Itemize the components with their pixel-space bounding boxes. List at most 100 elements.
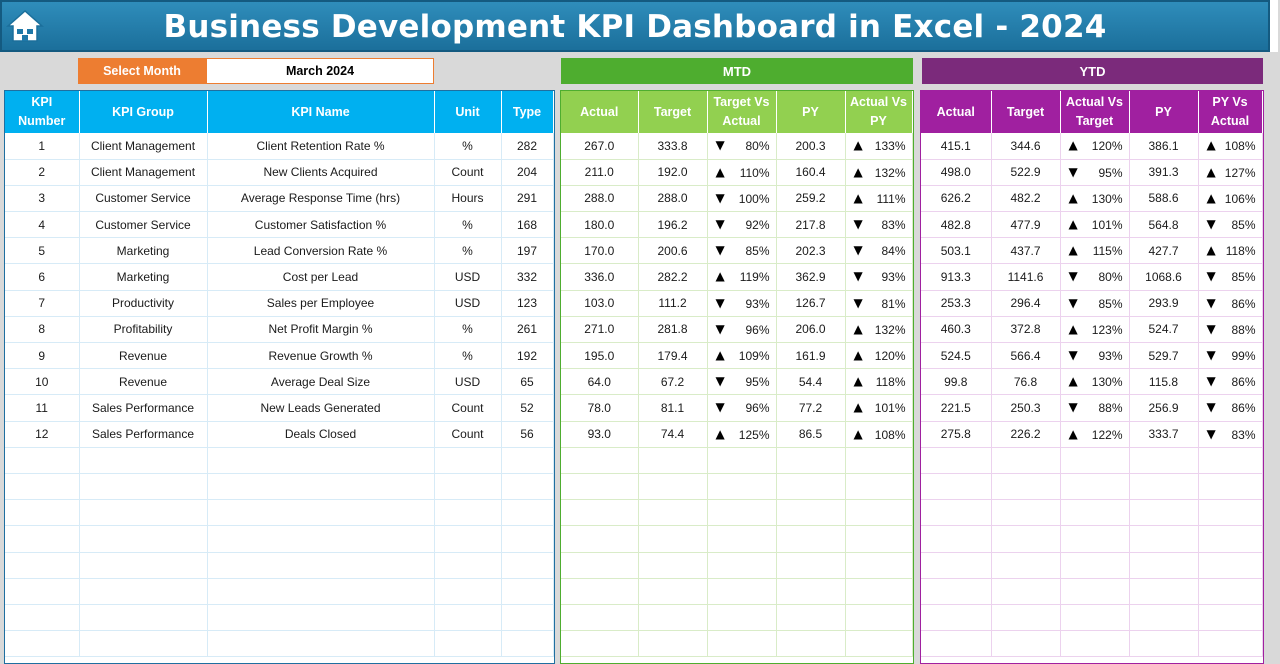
mtd-target-cell[interactable]: 282.2 (638, 263, 708, 291)
kpi-group-cell[interactable]: Customer Service (79, 211, 208, 239)
ytd-target-cell[interactable]: 566.4 (991, 342, 1061, 370)
mtd-header-actual-vs-py[interactable]: Actual Vs PY (845, 91, 913, 133)
kpi-number-cell[interactable]: 4 (5, 211, 80, 239)
empty-cell[interactable] (434, 552, 502, 579)
kpi-group-cell[interactable]: Revenue (79, 368, 208, 396)
kpi-number-cell[interactable]: 3 (5, 185, 80, 213)
ytd-header-py[interactable]: PY (1129, 91, 1199, 133)
empty-cell[interactable] (5, 630, 80, 658)
empty-cell[interactable] (776, 473, 846, 501)
mtd-actual-cell[interactable]: 211.0 (561, 159, 639, 186)
empty-cell[interactable] (776, 578, 846, 605)
empty-cell[interactable] (207, 499, 435, 527)
empty-cell[interactable] (207, 604, 435, 632)
mtd-actual-cell[interactable]: 170.0 (561, 237, 639, 265)
ytd-actual-vs-target-cell[interactable]: ▼ 80% (1060, 263, 1130, 291)
empty-cell[interactable] (79, 578, 208, 605)
mtd-actual-vs-py-cell[interactable]: ▲ 111% (845, 185, 913, 213)
empty-cell[interactable] (638, 630, 708, 658)
ytd-target-cell[interactable]: 226.2 (991, 421, 1061, 448)
ytd-actual-cell[interactable]: 221.5 (921, 394, 992, 422)
ytd-py-vs-actual-cell[interactable]: ▲ 118% (1198, 237, 1263, 265)
empty-cell[interactable] (921, 499, 992, 527)
mtd-actual-cell[interactable]: 288.0 (561, 185, 639, 213)
ytd-py-vs-actual-cell[interactable]: ▼ 83% (1198, 421, 1263, 448)
empty-cell[interactable] (5, 447, 80, 474)
mtd-actual-vs-py-cell[interactable]: ▼ 84% (845, 237, 913, 265)
unit-cell[interactable]: Count (434, 421, 502, 448)
empty-cell[interactable] (501, 578, 554, 605)
empty-cell[interactable] (561, 473, 639, 501)
ytd-py-cell[interactable]: 333.7 (1129, 421, 1199, 448)
empty-cell[interactable] (845, 499, 913, 527)
mtd-target-vs-actual-cell[interactable]: ▼ 95% (707, 368, 777, 396)
empty-cell[interactable] (921, 525, 992, 553)
mtd-header-target-vs-actual[interactable]: Target Vs Actual (707, 91, 777, 133)
ytd-header-target[interactable]: Target (991, 91, 1061, 133)
empty-cell[interactable] (501, 473, 554, 501)
mtd-target-cell[interactable]: 81.1 (638, 394, 708, 422)
ytd-py-cell[interactable]: 529.7 (1129, 342, 1199, 370)
ytd-target-cell[interactable]: 522.9 (991, 159, 1061, 186)
mtd-target-vs-actual-cell[interactable]: ▼ 85% (707, 237, 777, 265)
mtd-target-vs-actual-cell[interactable]: ▼ 92% (707, 211, 777, 239)
mtd-target-vs-actual-cell[interactable]: ▲ 125% (707, 421, 777, 448)
type-cell[interactable]: 168 (501, 211, 554, 239)
kpi-number-cell[interactable]: 7 (5, 290, 80, 317)
unit-cell[interactable]: USD (434, 263, 502, 291)
kpi-name-cell[interactable]: Client Retention Rate % (207, 133, 435, 160)
unit-cell[interactable]: Count (434, 159, 502, 186)
kpi-group-cell[interactable]: Sales Performance (79, 394, 208, 422)
ytd-target-cell[interactable]: 1141.6 (991, 263, 1061, 291)
kpi-number-cell[interactable]: 2 (5, 159, 80, 186)
ytd-py-vs-actual-cell[interactable]: ▼ 86% (1198, 290, 1263, 317)
ytd-actual-cell[interactable]: 482.8 (921, 211, 992, 239)
mtd-actual-vs-py-cell[interactable]: ▼ 93% (845, 263, 913, 291)
empty-cell[interactable] (561, 630, 639, 658)
empty-cell[interactable] (1198, 447, 1263, 474)
ytd-target-cell[interactable]: 250.3 (991, 394, 1061, 422)
ytd-py-vs-actual-cell[interactable]: ▼ 85% (1198, 263, 1263, 291)
type-cell[interactable]: 56 (501, 421, 554, 448)
empty-cell[interactable] (1198, 630, 1263, 658)
empty-cell[interactable] (5, 473, 80, 501)
empty-cell[interactable] (79, 499, 208, 527)
mtd-actual-vs-py-cell[interactable]: ▲ 132% (845, 159, 913, 186)
unit-cell[interactable]: % (434, 133, 502, 160)
empty-cell[interactable] (921, 604, 992, 632)
empty-cell[interactable] (434, 473, 502, 501)
mtd-actual-cell[interactable]: 267.0 (561, 133, 639, 160)
unit-cell[interactable]: % (434, 237, 502, 265)
mtd-target-vs-actual-cell[interactable]: ▼ 93% (707, 290, 777, 317)
empty-cell[interactable] (707, 525, 777, 553)
empty-cell[interactable] (434, 630, 502, 658)
ytd-actual-vs-target-cell[interactable]: ▲ 122% (1060, 421, 1130, 448)
type-cell[interactable]: 52 (501, 394, 554, 422)
ytd-actual-cell[interactable]: 913.3 (921, 263, 992, 291)
ytd-header-actual-vs-target[interactable]: Actual Vs Target (1060, 91, 1130, 133)
mtd-py-cell[interactable]: 126.7 (776, 290, 846, 317)
kpi-name-cell[interactable]: Average Deal Size (207, 368, 435, 396)
type-cell[interactable]: 282 (501, 133, 554, 160)
empty-cell[interactable] (501, 604, 554, 632)
empty-cell[interactable] (1129, 552, 1199, 579)
mtd-actual-vs-py-cell[interactable]: ▲ 101% (845, 394, 913, 422)
empty-cell[interactable] (638, 447, 708, 474)
kpi-group-cell[interactable]: Sales Performance (79, 421, 208, 448)
empty-cell[interactable] (991, 447, 1061, 474)
empty-cell[interactable] (1198, 552, 1263, 579)
mtd-actual-vs-py-cell[interactable]: ▲ 108% (845, 421, 913, 448)
ytd-py-cell[interactable]: 1068.6 (1129, 263, 1199, 291)
ytd-actual-vs-target-cell[interactable]: ▲ 101% (1060, 211, 1130, 239)
kpi-name-cell[interactable]: Net Profit Margin % (207, 316, 435, 344)
mtd-target-cell[interactable]: 74.4 (638, 421, 708, 448)
ytd-py-cell[interactable]: 293.9 (1129, 290, 1199, 317)
empty-cell[interactable] (1060, 630, 1130, 658)
ytd-py-cell[interactable]: 115.8 (1129, 368, 1199, 396)
mtd-actual-cell[interactable]: 64.0 (561, 368, 639, 396)
ytd-actual-cell[interactable]: 253.3 (921, 290, 992, 317)
kpi-number-cell[interactable]: 8 (5, 316, 80, 344)
empty-cell[interactable] (434, 578, 502, 605)
mtd-actual-vs-py-cell[interactable]: ▲ 132% (845, 316, 913, 344)
empty-cell[interactable] (707, 578, 777, 605)
